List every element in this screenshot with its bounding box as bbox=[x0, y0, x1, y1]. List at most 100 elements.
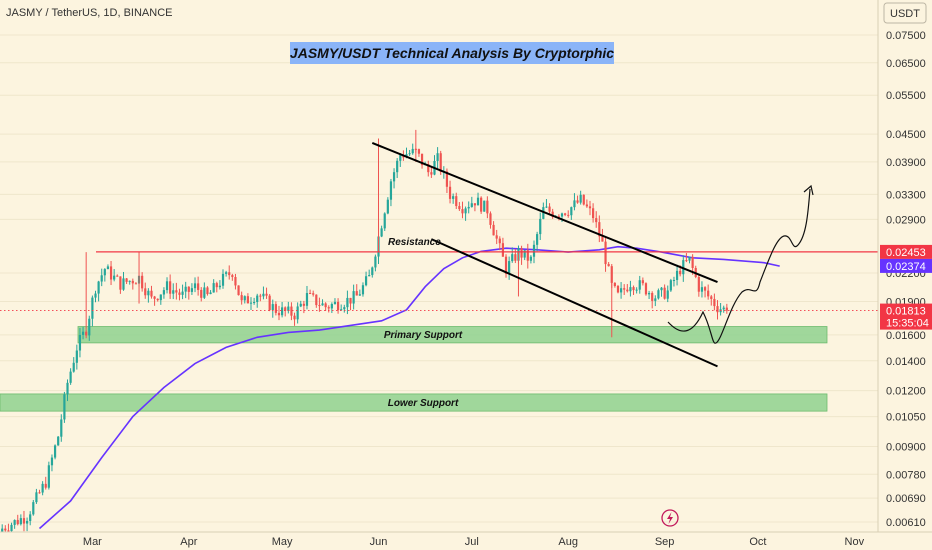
y-tick-label: 0.07500 bbox=[886, 30, 926, 42]
currency-box[interactable] bbox=[883, 2, 927, 24]
candle-body bbox=[234, 277, 237, 286]
resistance-label: Resistance bbox=[388, 237, 441, 248]
candle-body bbox=[159, 294, 162, 301]
candle-body bbox=[626, 289, 629, 292]
candle-body bbox=[97, 281, 100, 294]
price-tag-label: 15:35:04 bbox=[886, 318, 929, 330]
candle-body bbox=[299, 303, 302, 307]
candle-body bbox=[153, 296, 156, 299]
candle-body bbox=[641, 280, 644, 284]
candle-body bbox=[464, 208, 467, 214]
candle-body bbox=[707, 290, 710, 297]
candle-body bbox=[508, 261, 511, 274]
candle-body bbox=[570, 207, 573, 216]
candle-body bbox=[492, 224, 495, 236]
candle-body bbox=[175, 290, 178, 293]
candle-body bbox=[349, 297, 352, 304]
candle-body bbox=[215, 283, 218, 288]
candles bbox=[1, 129, 728, 538]
candle-body bbox=[710, 296, 713, 299]
candle-body bbox=[125, 278, 128, 282]
candle-body bbox=[29, 514, 32, 521]
candle-body bbox=[371, 267, 374, 276]
candle-body bbox=[305, 293, 309, 306]
candle-body bbox=[169, 281, 172, 294]
candle-body bbox=[228, 272, 231, 276]
annotations: Primary Support Lower Support Resistance JA… bbox=[6, 7, 679, 527]
candle-body bbox=[162, 290, 166, 295]
candle-body bbox=[134, 283, 138, 285]
y-tick-label: 0.03900 bbox=[886, 157, 926, 169]
candle-body bbox=[88, 318, 91, 336]
candle-body bbox=[38, 492, 41, 494]
channel-lower-line bbox=[430, 238, 718, 368]
candle-body bbox=[672, 279, 676, 281]
candle-body bbox=[147, 290, 150, 296]
moving-average-line bbox=[38, 245, 780, 530]
candle-body bbox=[598, 222, 601, 237]
y-tick-label: 0.00780 bbox=[886, 469, 926, 481]
candle-body bbox=[262, 293, 265, 297]
y-tick-label: 0.00610 bbox=[886, 517, 926, 529]
candle-body bbox=[417, 149, 421, 154]
candle-body bbox=[592, 208, 595, 219]
candle-body bbox=[287, 306, 290, 311]
candle-body bbox=[131, 280, 134, 284]
candle-body bbox=[358, 294, 361, 296]
zone-label: Primary Support bbox=[384, 330, 463, 341]
candle-body bbox=[321, 303, 324, 306]
candle-body bbox=[336, 301, 340, 311]
candle-body bbox=[296, 306, 299, 320]
candle-body bbox=[458, 206, 461, 210]
candle-body bbox=[473, 203, 477, 206]
y-tick-label: 0.03300 bbox=[886, 189, 926, 201]
candle-body bbox=[560, 213, 564, 217]
lightning-icon-bolt bbox=[667, 512, 673, 524]
candle-body bbox=[203, 287, 206, 298]
candle-body bbox=[445, 171, 449, 187]
candle-body bbox=[209, 292, 212, 295]
candle-body bbox=[545, 206, 548, 208]
candle-body bbox=[94, 293, 97, 298]
x-tick-label: May bbox=[272, 536, 293, 548]
candle-body bbox=[588, 206, 592, 209]
candle-body bbox=[685, 260, 688, 262]
candle-body bbox=[725, 307, 728, 311]
candle-body bbox=[156, 298, 159, 301]
candle-body bbox=[595, 218, 598, 223]
candle-body bbox=[498, 238, 501, 244]
candle-body bbox=[190, 288, 194, 292]
y-tick-label: 0.05500 bbox=[886, 90, 926, 102]
candle-body bbox=[663, 287, 666, 299]
x-tick-label: Nov bbox=[845, 536, 865, 548]
lightning-icon[interactable] bbox=[661, 509, 679, 527]
candle-body bbox=[178, 292, 181, 295]
candle-body bbox=[318, 305, 321, 307]
candle-body bbox=[352, 291, 355, 304]
candle-body bbox=[476, 197, 480, 206]
support-zone bbox=[0, 393, 828, 412]
candle-body bbox=[551, 211, 554, 217]
candle-body bbox=[19, 518, 22, 525]
candle-body bbox=[346, 297, 349, 308]
candle-body bbox=[355, 291, 358, 296]
candle-body bbox=[576, 200, 579, 203]
candle-body bbox=[610, 266, 613, 283]
candle-body bbox=[660, 287, 663, 291]
candle-body bbox=[1, 528, 4, 533]
price-tag bbox=[880, 258, 932, 273]
candle-body bbox=[635, 289, 638, 291]
candle-body bbox=[265, 293, 268, 296]
currency-label: USDT bbox=[890, 8, 920, 20]
candle-body bbox=[187, 286, 190, 292]
price-axis-panel bbox=[878, 0, 932, 550]
candle-body bbox=[60, 419, 63, 437]
moving-average bbox=[38, 245, 780, 530]
candle-body bbox=[327, 307, 330, 309]
candle-body bbox=[470, 203, 473, 207]
candle-body bbox=[100, 275, 103, 282]
candle-body bbox=[103, 269, 106, 276]
candle-body bbox=[526, 250, 529, 261]
candle-body bbox=[523, 250, 526, 258]
